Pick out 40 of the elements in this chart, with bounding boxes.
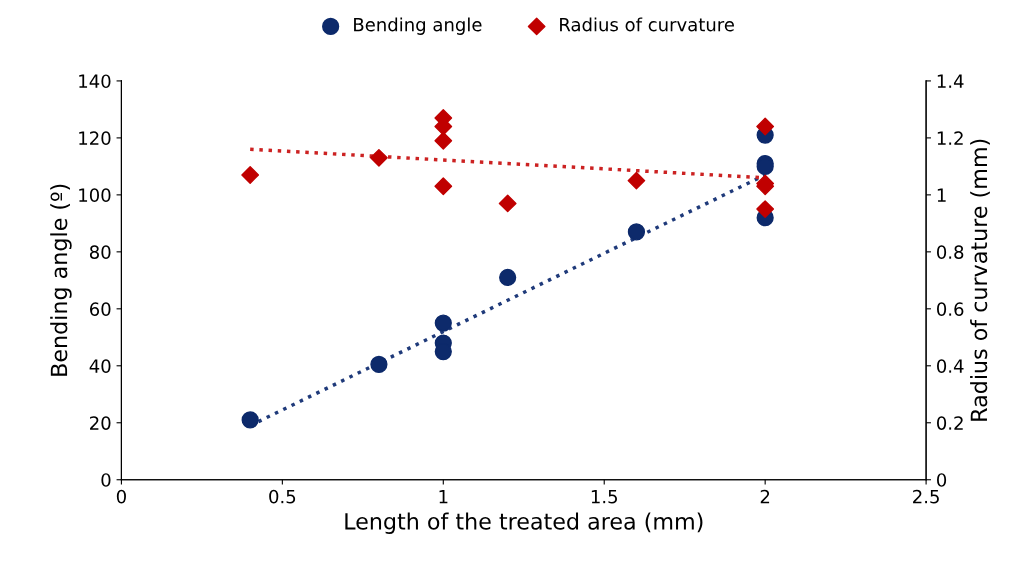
point: [241, 166, 260, 184]
x-tick-label: 1.5: [591, 490, 618, 504]
point: [370, 355, 388, 373]
point: [498, 194, 517, 213]
y-tick-label: 20: [90, 416, 111, 430]
point: [434, 314, 452, 332]
x-tick-label: 1: [439, 490, 448, 504]
y2-tick-label: 0.8: [937, 245, 964, 259]
point: [627, 223, 646, 241]
y-tick-label: 140: [79, 74, 111, 89]
x-tick-label: 0.5: [269, 489, 296, 504]
point: [434, 177, 453, 196]
y2-tick-label: 0.4: [937, 359, 964, 373]
legend-label: Bending angle: [354, 17, 482, 35]
y-axis-title: Bending angle (º): [50, 184, 72, 376]
x-tick-label: 2: [760, 489, 770, 504]
y2-tick-label: 1.4: [937, 74, 964, 88]
y-tick-label: 120: [79, 131, 111, 146]
y-tick-label: 80: [89, 245, 111, 259]
point: [756, 117, 775, 136]
y2-tick-label: 0: [937, 473, 947, 487]
y2-tick-label: 1.2: [937, 131, 963, 145]
y-tick-label: 100: [79, 188, 111, 202]
y2-tick-label: 0.2: [937, 416, 963, 430]
point: [434, 131, 453, 150]
point: [499, 268, 517, 287]
legend-label: Radius of curvature: [560, 17, 734, 32]
y-tick-label: 0: [101, 473, 111, 487]
point: [756, 200, 775, 219]
y2-axis-title: Radius of curvature (mm): [970, 139, 990, 421]
y-tick-label: 60: [89, 302, 111, 316]
y2-tick-label: 1: [937, 188, 946, 202]
x-tick-label: 2.5: [913, 489, 939, 504]
y-tick-label: 40: [89, 359, 111, 373]
x-tick-label: 0: [116, 489, 126, 504]
point: [627, 171, 646, 190]
y2-tick-label: 0.6: [937, 302, 964, 316]
point: [241, 411, 259, 429]
point: [370, 148, 388, 167]
x-axis-title: Length of the treated area (mm): [345, 512, 703, 534]
